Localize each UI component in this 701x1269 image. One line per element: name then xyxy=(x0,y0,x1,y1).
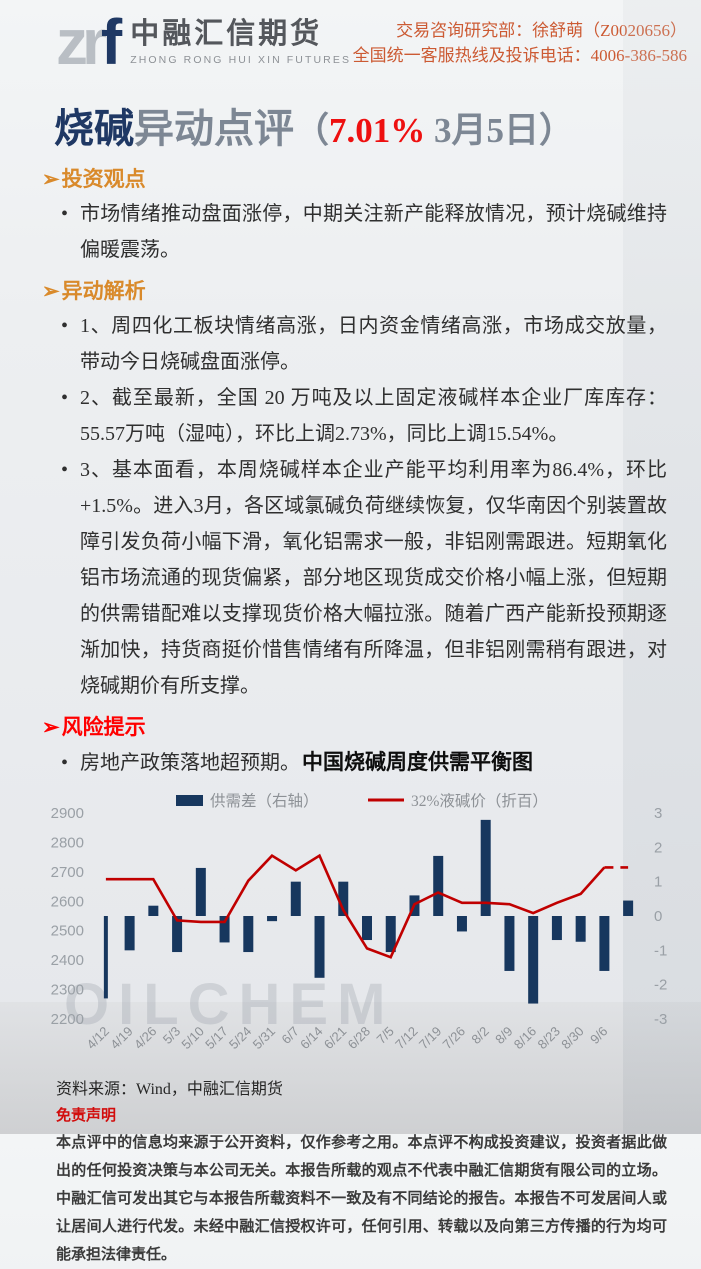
svg-text:7/26: 7/26 xyxy=(440,1024,469,1053)
svg-text:-3: -3 xyxy=(654,1011,667,1028)
title-change-pct: 7.01% xyxy=(329,111,426,150)
disclaimer-title: 免责声明 xyxy=(56,1108,117,1124)
company-name-cn: 中融汇信期货 xyxy=(130,18,323,50)
title-paren-close: ） xyxy=(539,111,575,150)
company-logo: zrf 中融汇信期货 ZHONG RONG HUI XIN FUTURES xyxy=(56,8,351,74)
bullet-item: 市场情绪推动盘面涨停，中期关注新产能释放情况，预计烧碱维持偏暖震荡。 xyxy=(54,196,667,268)
arrow-marker-icon: ➢ xyxy=(42,279,60,303)
svg-text:8/16: 8/16 xyxy=(511,1024,540,1053)
chart-title: 中国烧碱周度供需平衡图 xyxy=(302,751,533,774)
page-title: 烧碱异动点评（7.01% 3月5日） xyxy=(54,104,665,156)
svg-text:0: 0 xyxy=(654,908,662,925)
svg-text:2600: 2600 xyxy=(51,893,84,910)
svg-text:3: 3 xyxy=(654,805,662,822)
svg-text:4/19: 4/19 xyxy=(107,1024,136,1053)
contact-analyst-line: 交易咨询研究部：徐舒萌（Z0020656） xyxy=(396,21,687,40)
section-heading-label: 投资观点 xyxy=(61,167,146,191)
svg-text:供需差（右轴）: 供需差（右轴） xyxy=(210,792,319,810)
report-header: zrf 中融汇信期货 ZHONG RONG HUI XIN FUTURES 交易… xyxy=(0,0,701,88)
bullet-item: 房地产政策落地超预期。 xyxy=(54,745,300,781)
bullet-item: 1、周四化工板块情绪高涨，日内资金情绪高涨，市场成交放量，带动今日烧碱盘面涨停。 xyxy=(54,308,667,380)
section-heading-risk-warning: ➢风险提示 xyxy=(42,713,667,741)
svg-text:6/21: 6/21 xyxy=(321,1024,350,1053)
disclaimer-text: 本点评中的信息均来源于公开资料，仅作参考之用。本点评不构成投资建议，投资者据此做… xyxy=(56,1135,667,1263)
company-name-en: ZHONG RONG HUI XIN FUTURES xyxy=(130,54,352,66)
svg-text:-2: -2 xyxy=(654,977,667,994)
logo-acronym-blue: f xyxy=(100,6,122,78)
risk-bullet-and-chart-title-row: 房地产政策落地超预期。 中国烧碱周度供需平衡图 xyxy=(54,745,667,781)
title-suffix: 异动点评 xyxy=(134,106,294,151)
svg-text:1: 1 xyxy=(654,874,662,891)
section-heading-label: 风险提示 xyxy=(61,715,146,739)
title-product: 烧碱 xyxy=(54,106,134,151)
data-source-line: 资料来源：Wind，中融汇信期货 xyxy=(56,1081,283,1098)
report-body: ➢投资观点 市场情绪推动盘面涨停，中期关注新产能释放情况，预计烧碱维持偏暖震荡。… xyxy=(42,165,667,741)
svg-text:-1: -1 xyxy=(654,942,667,959)
svg-text:8/23: 8/23 xyxy=(535,1024,564,1053)
svg-text:7/19: 7/19 xyxy=(416,1024,445,1053)
logo-acronym: zrf xyxy=(56,10,122,74)
svg-text:9/6: 9/6 xyxy=(587,1024,610,1047)
section-heading-investment-view: ➢投资观点 xyxy=(42,165,667,193)
svg-text:5/24: 5/24 xyxy=(226,1024,255,1053)
svg-text:2900: 2900 xyxy=(51,805,84,822)
svg-text:8/2: 8/2 xyxy=(468,1024,491,1047)
arrow-marker-icon: ➢ xyxy=(42,715,60,739)
svg-text:2500: 2500 xyxy=(51,923,84,940)
contact-info: 交易咨询研究部：徐舒萌（Z0020656） 全国统一客服热线及投诉电话：4006… xyxy=(353,8,687,68)
svg-text:2200: 2200 xyxy=(51,1011,84,1028)
svg-text:2300: 2300 xyxy=(51,982,84,999)
svg-text:2: 2 xyxy=(654,839,662,856)
svg-text:5/31: 5/31 xyxy=(250,1024,279,1053)
logo-acronym-gray: zr xyxy=(56,6,107,78)
bullet-item: 3、基本面看，本周烧碱样本企业产能平均利用率为86.4%，环比+1.5%。进入3… xyxy=(54,452,667,704)
contact-hotline-line: 全国统一客服热线及投诉电话：4006-386-586 xyxy=(352,46,687,65)
oilchem-watermark: OILCHEM xyxy=(64,972,395,1037)
arrow-marker-icon: ➢ xyxy=(42,167,60,191)
svg-text:2700: 2700 xyxy=(51,864,84,881)
svg-text:32%液碱价（折百）: 32%液碱价（折百） xyxy=(411,792,548,810)
balance-chart-svg: 2900 2800 2700 2600 2500 2400 2300 2200 3 2 1 0 -1 -2… xyxy=(51,792,668,1053)
title-date: 3月5日 xyxy=(425,111,540,150)
bullet-item: 2、截至最新，全国 20 万吨及以上固定液碱样本企业厂库库存：55.57万吨（湿… xyxy=(54,380,667,452)
svg-text:2800: 2800 xyxy=(51,834,84,851)
svg-text:2400: 2400 xyxy=(51,952,84,969)
section-heading-label: 异动解析 xyxy=(61,279,146,303)
svg-text:6/14: 6/14 xyxy=(297,1024,326,1053)
supply-demand-balance-chart: OILCHEM 2900 2800 2700 2600 2500 2400 2300 2200… xyxy=(40,789,700,1073)
svg-text:5/17: 5/17 xyxy=(202,1024,231,1053)
section-heading-move-analysis: ➢异动解析 xyxy=(42,277,667,305)
title-paren-open: （ xyxy=(294,111,330,150)
svg-text:8/30: 8/30 xyxy=(558,1024,587,1053)
svg-text:5/10: 5/10 xyxy=(178,1024,207,1053)
svg-text:4/12: 4/12 xyxy=(83,1024,112,1053)
svg-text:7/12: 7/12 xyxy=(392,1024,421,1053)
svg-text:6/28: 6/28 xyxy=(345,1024,374,1053)
logo-text-block: 中融汇信期货 ZHONG RONG HUI XIN FUTURES xyxy=(130,18,351,66)
svg-text:4/26: 4/26 xyxy=(131,1024,160,1053)
